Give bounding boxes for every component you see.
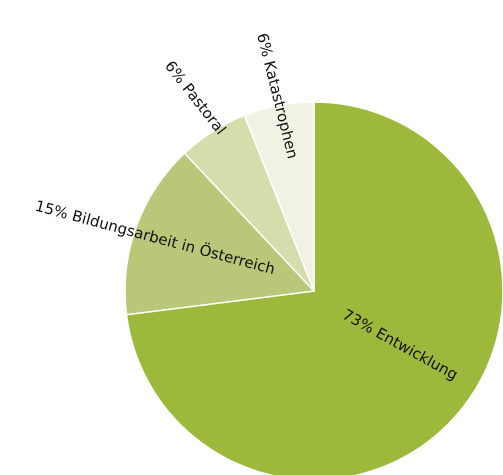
- pie-slice-label-3: 6% Pastoral: [161, 57, 230, 138]
- pie-slice-4: [243, 101, 315, 292]
- pie-slices: [124, 101, 503, 475]
- pie-slice-2: [124, 152, 316, 316]
